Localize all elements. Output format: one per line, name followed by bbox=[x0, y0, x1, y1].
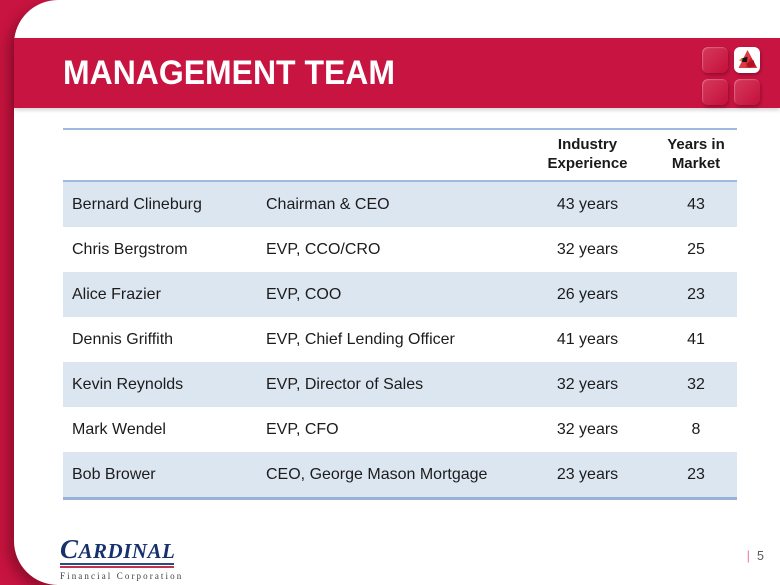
header-line: Experience bbox=[547, 155, 628, 172]
title-cell: EVP, CFO bbox=[260, 407, 520, 452]
table-row: Alice Frazier EVP, COO 26 years 23 bbox=[63, 272, 737, 317]
experience-cell: 32 years bbox=[520, 362, 655, 407]
table-row: Chris Bergstrom EVP, CCO/CRO 32 years 25 bbox=[63, 227, 737, 272]
management-team-table: Industry Experience Years in Market Bern… bbox=[63, 128, 737, 500]
years-cell: 23 bbox=[655, 452, 737, 500]
title-cell: EVP, Chief Lending Officer bbox=[260, 317, 520, 362]
logo-rule bbox=[60, 563, 174, 568]
header-line: Market bbox=[671, 155, 721, 172]
header-industry-experience: Industry Experience bbox=[520, 128, 655, 182]
logo-initial: C bbox=[60, 534, 79, 564]
years-cell: 32 bbox=[655, 362, 737, 407]
years-cell: 43 bbox=[655, 181, 737, 227]
name-cell: Mark Wendel bbox=[63, 407, 260, 452]
table-row: Dennis Griffith EVP, Chief Lending Offic… bbox=[63, 317, 737, 362]
years-cell: 23 bbox=[655, 272, 737, 317]
name-cell: Chris Bergstrom bbox=[63, 227, 260, 272]
title-band: MANAGEMENT TEAM bbox=[14, 38, 780, 108]
logo-rule-blue bbox=[60, 563, 174, 565]
years-cell: 41 bbox=[655, 317, 737, 362]
name-cell: Alice Frazier bbox=[63, 272, 260, 317]
table-header-row: Industry Experience Years in Market bbox=[63, 128, 737, 182]
decor-square bbox=[702, 79, 728, 105]
content-card: MANAGEMENT TEAM bbox=[14, 0, 780, 585]
page-title-text: MANAGEMENT TEAM bbox=[63, 54, 396, 92]
name-cell: Bob Brower bbox=[63, 452, 260, 500]
cardinal-logo: CARDINAL Financial Corporation bbox=[60, 534, 190, 581]
name-cell: Dennis Griffith bbox=[63, 317, 260, 362]
experience-cell: 26 years bbox=[520, 272, 655, 317]
years-cell: 8 bbox=[655, 407, 737, 452]
cardinal-bird-icon bbox=[734, 47, 760, 73]
table-row: Kevin Reynolds EVP, Director of Sales 32… bbox=[63, 362, 737, 407]
cardinal-logo-wordmark: CARDINAL bbox=[60, 534, 190, 564]
name-cell: Bernard Clineburg bbox=[63, 181, 260, 227]
title-cell: EVP, CCO/CRO bbox=[260, 227, 520, 272]
header-title-blank bbox=[260, 128, 520, 182]
title-cell: EVP, Director of Sales bbox=[260, 362, 520, 407]
logo-rest: ARDINAL bbox=[78, 539, 176, 563]
years-cell: 25 bbox=[655, 227, 737, 272]
header-years-in-market: Years in Market bbox=[655, 128, 737, 182]
header-line: Years in bbox=[667, 136, 725, 153]
page-number-value: 5 bbox=[757, 549, 764, 563]
experience-cell: 43 years bbox=[520, 181, 655, 227]
logo-rule-red bbox=[60, 566, 174, 568]
page-title: MANAGEMENT TEAM bbox=[63, 38, 416, 108]
experience-cell: 32 years bbox=[520, 407, 655, 452]
logo-squares-grid bbox=[702, 47, 760, 105]
header-name-blank bbox=[63, 128, 260, 182]
decor-square bbox=[702, 47, 728, 73]
page-number-separator: | bbox=[746, 548, 751, 563]
experience-cell: 23 years bbox=[520, 452, 655, 500]
experience-cell: 32 years bbox=[520, 227, 655, 272]
page-number: | 5 bbox=[747, 548, 764, 563]
title-cell: CEO, George Mason Mortgage bbox=[260, 452, 520, 500]
table-row: Mark Wendel EVP, CFO 32 years 8 bbox=[63, 407, 737, 452]
decor-square bbox=[734, 79, 760, 105]
logo-subtitle: Financial Corporation bbox=[60, 571, 184, 581]
header-line: Industry bbox=[557, 136, 618, 153]
experience-cell: 41 years bbox=[520, 317, 655, 362]
name-cell: Kevin Reynolds bbox=[63, 362, 260, 407]
title-cell: EVP, COO bbox=[260, 272, 520, 317]
table-row: Bernard Clineburg Chairman & CEO 43 year… bbox=[63, 181, 737, 227]
table-row: Bob Brower CEO, George Mason Mortgage 23… bbox=[63, 452, 737, 500]
title-cell: Chairman & CEO bbox=[260, 181, 520, 227]
